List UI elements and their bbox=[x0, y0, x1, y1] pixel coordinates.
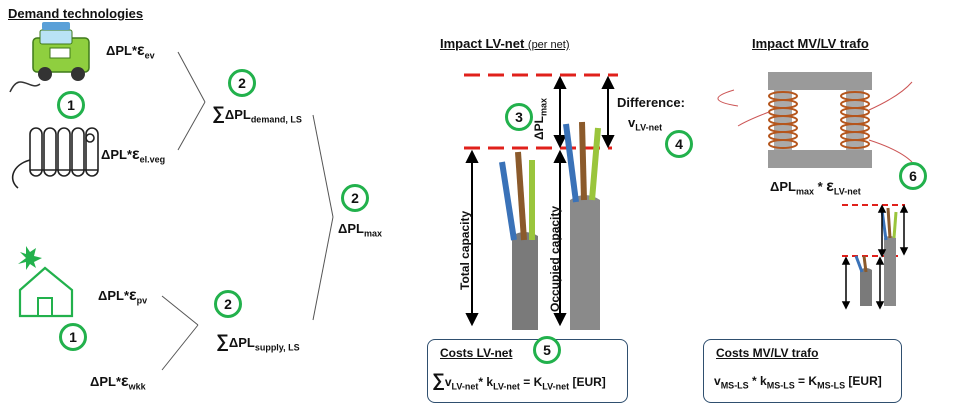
costs-lv-net-formula: ∑vLV-net* kLV-net = KLV-net [EUR] bbox=[432, 370, 606, 392]
sum-supply-label: ∑ΔPLsupply, LS bbox=[216, 331, 300, 353]
costs-mv-trafo-formula: vMS-LS * kMS-LS = KMS-LS [EUR] bbox=[714, 374, 882, 391]
lv-impact-title: Impact LV-net (per net) bbox=[440, 36, 570, 51]
step-badge-2-supply: 2 bbox=[214, 290, 242, 318]
difference-label: Difference: bbox=[617, 95, 685, 110]
costs-lv-net-box: Costs LV-net ∑vLV-net* kLV-net = KLV-net… bbox=[427, 339, 628, 403]
chp-label: ΔPL*εwkk bbox=[90, 373, 146, 392]
radiator-icon bbox=[11, 127, 99, 189]
step-badge-2-max: 2 bbox=[341, 184, 369, 212]
step-badge-5: 5 bbox=[533, 336, 561, 364]
step-badge-1-pv: 1 bbox=[59, 323, 87, 351]
mv-impact-title: Impact MV/LV trafo bbox=[752, 36, 869, 51]
occupied-capacity-label: Occupied capacity bbox=[548, 205, 562, 312]
capacity-dashed-lines bbox=[464, 73, 618, 150]
lv-arrows bbox=[465, 75, 615, 327]
tree-connectors bbox=[161, 51, 334, 371]
step-badge-6: 6 bbox=[899, 162, 927, 190]
sum-demand-label: ∑ΔPLdemand, LS bbox=[212, 103, 302, 125]
step-badge-4: 4 bbox=[665, 130, 693, 158]
step-badge-3: 3 bbox=[505, 103, 533, 131]
step-badge-1-ev: 1 bbox=[57, 91, 85, 119]
costs-lv-net-title: Costs LV-net bbox=[440, 346, 513, 360]
electric-heating-label: ΔPL*εel.veg bbox=[101, 146, 166, 165]
transformer-icon bbox=[717, 72, 913, 168]
costs-mv-trafo-box: Costs MV/LV trafo vMS-LS * kMS-LS = KMS-… bbox=[703, 339, 902, 403]
electric-car-icon bbox=[9, 22, 90, 93]
trafo-formula: ΔPLmax * εLV-net bbox=[770, 178, 861, 197]
demand-title: Demand technologies bbox=[8, 6, 144, 21]
total-capacity-label: Total capacity bbox=[458, 210, 472, 290]
pv-label: ΔPL*εpv bbox=[98, 287, 148, 306]
mini-cable-icon bbox=[841, 204, 909, 310]
delta-pl-max-label: ΔPLmax bbox=[338, 221, 382, 239]
house-solar-icon bbox=[18, 246, 74, 318]
step-badge-2-demand: 2 bbox=[228, 69, 256, 97]
ev-label: ΔPL*εev bbox=[106, 42, 155, 61]
delta-pl-max-vertical: ΔPLmax bbox=[532, 98, 549, 140]
cable-icon bbox=[499, 121, 601, 330]
v-lv-net-label: vLV-net bbox=[628, 115, 663, 133]
costs-mv-trafo-title: Costs MV/LV trafo bbox=[716, 346, 819, 360]
